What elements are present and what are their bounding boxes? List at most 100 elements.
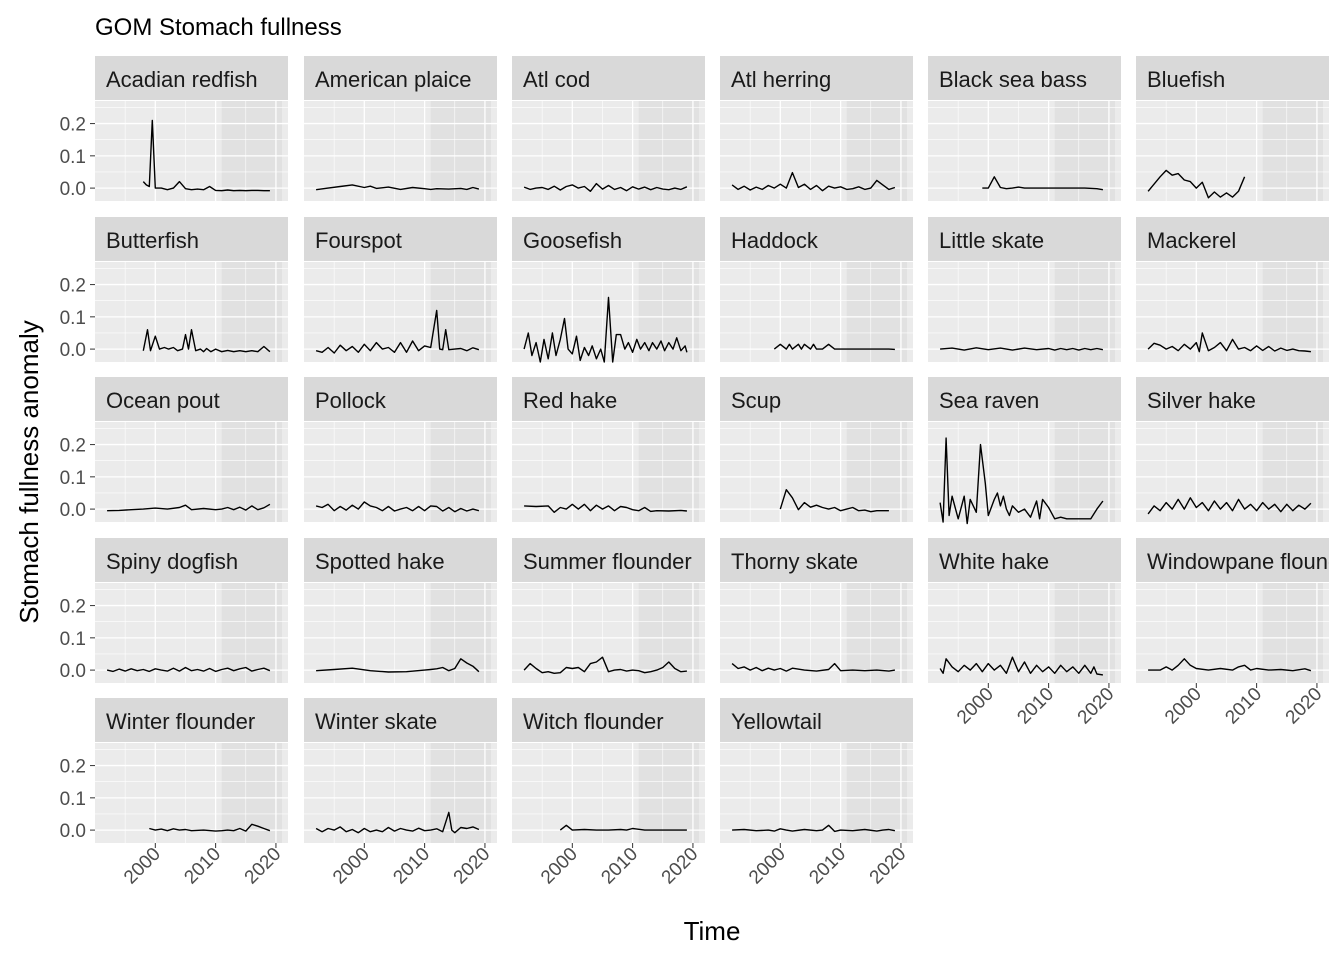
facet-strip [95, 538, 288, 582]
series-line-scup [779, 489, 889, 513]
x-tick-label: 2010 [597, 844, 642, 889]
series-line-ocean-pout [107, 503, 271, 512]
panel-sea-raven: Sea raven [928, 377, 1121, 525]
recent-period-shade [846, 422, 907, 522]
facet-strip [304, 698, 497, 742]
series-line-spiny-dogfish [106, 666, 271, 673]
panel-background [720, 743, 913, 843]
panel-little-skate: Little skate [928, 217, 1121, 362]
facet-label: Spiny dogfish [106, 549, 238, 574]
y-tick-label: 0.2 [60, 757, 86, 778]
panel-scup: Scup [720, 377, 913, 522]
facet-strip [512, 538, 705, 582]
recent-period-shade [221, 262, 282, 362]
facet-strip [1136, 56, 1329, 100]
recent-period-shade [846, 743, 907, 843]
y-tick-label: 0.2 [60, 597, 86, 618]
panel-winter-skate: Winter skate [304, 698, 497, 843]
facet-label: Fourspot [315, 228, 402, 253]
series-line-yellowtail [732, 824, 896, 833]
facet-strip [304, 377, 497, 421]
series-line-atl-herring [731, 171, 896, 192]
series-line-summer-flounder [523, 656, 687, 674]
y-tick-label: 0.0 [60, 661, 86, 682]
recent-period-shade [430, 743, 491, 843]
facet-label: American plaice [315, 67, 472, 92]
facet-label: Butterfish [106, 228, 199, 253]
facet-label: Witch flounder [523, 709, 664, 734]
recent-period-shade [1054, 262, 1115, 362]
facet-label: Red hake [523, 388, 617, 413]
panel-thorny-skate: Thorny skate [720, 538, 913, 683]
facet-label: White hake [939, 549, 1049, 574]
panel-background [720, 101, 913, 201]
facet-strip [720, 217, 913, 261]
facet-strip [304, 217, 497, 261]
series-line-white-hake [939, 656, 1104, 676]
panel-background [95, 101, 288, 201]
series-line-sea-raven [939, 437, 1104, 525]
recent-period-shade [638, 262, 699, 362]
facet-strip [512, 698, 705, 742]
recent-period-shade [221, 743, 282, 843]
recent-period-shade [1054, 101, 1115, 201]
facet-strip [95, 56, 288, 100]
recent-period-shade [638, 743, 699, 843]
y-tick-label: 0.0 [60, 821, 86, 842]
facet-strip [304, 56, 497, 100]
panel-ocean-pout: Ocean pout [95, 377, 288, 522]
facet-label: Yellowtail [731, 709, 822, 734]
series-line-witch-flounder [559, 824, 687, 831]
series-line-mackerel [1147, 332, 1311, 353]
facet-label: Winter flounder [106, 709, 255, 734]
series-line-winter-skate [315, 811, 480, 834]
recent-period-shade [1262, 101, 1323, 201]
y-tick-label: 0.2 [60, 115, 86, 136]
panel-background [720, 262, 913, 362]
panel-butterfish: Butterfish [95, 217, 288, 362]
recent-period-shade [221, 422, 282, 522]
facet-strip [928, 538, 1121, 582]
x-tick-label: 2000 [1161, 684, 1206, 729]
panel-background [95, 743, 288, 843]
facet-label: Pollock [315, 388, 387, 413]
panel-background [928, 583, 1121, 683]
panel-black-sea-bass: Black sea bass [928, 56, 1121, 201]
facet-label: Black sea bass [939, 67, 1087, 92]
panel-spotted-hake: Spotted hake [304, 538, 497, 683]
y-tick-label: 0.1 [60, 468, 86, 489]
y-tick-label: 0.0 [60, 340, 86, 361]
facet-label: Thorny skate [731, 549, 858, 574]
facet-strip [304, 538, 497, 582]
y-tick-label: 0.0 [60, 500, 86, 521]
panel-background [1136, 583, 1329, 683]
panel-background [928, 262, 1121, 362]
panel-background [928, 101, 1121, 201]
x-tick-label: 2020 [866, 844, 911, 889]
panel-background [95, 583, 288, 683]
series-line-haddock [773, 343, 895, 351]
series-line-windowpane-flounder [1148, 658, 1312, 672]
panel-winter-flounder: Winter flounder [95, 698, 288, 843]
facet-strip [95, 698, 288, 742]
y-axis-title: Stomach fullness anomaly [14, 320, 44, 623]
facet-strip [95, 217, 288, 261]
panel-background [304, 101, 497, 201]
recent-period-shade [846, 583, 907, 683]
facet-strip [720, 698, 913, 742]
panel-background [1136, 262, 1329, 362]
panel-background [304, 422, 497, 522]
recent-period-shade [430, 583, 491, 683]
y-tick-label: 0.1 [60, 629, 86, 650]
recent-period-shade [638, 101, 699, 201]
x-tick-label: 2000 [537, 844, 582, 889]
panel-atl-herring: Atl herring [720, 56, 913, 201]
facet-label: Silver hake [1147, 388, 1256, 413]
recent-period-shade [846, 262, 907, 362]
series-line-winter-flounder [149, 823, 271, 832]
series-line-thorny-skate [731, 662, 896, 672]
recent-period-shade [638, 422, 699, 522]
facet-label: Atl cod [523, 67, 590, 92]
recent-period-shade [1262, 262, 1323, 362]
